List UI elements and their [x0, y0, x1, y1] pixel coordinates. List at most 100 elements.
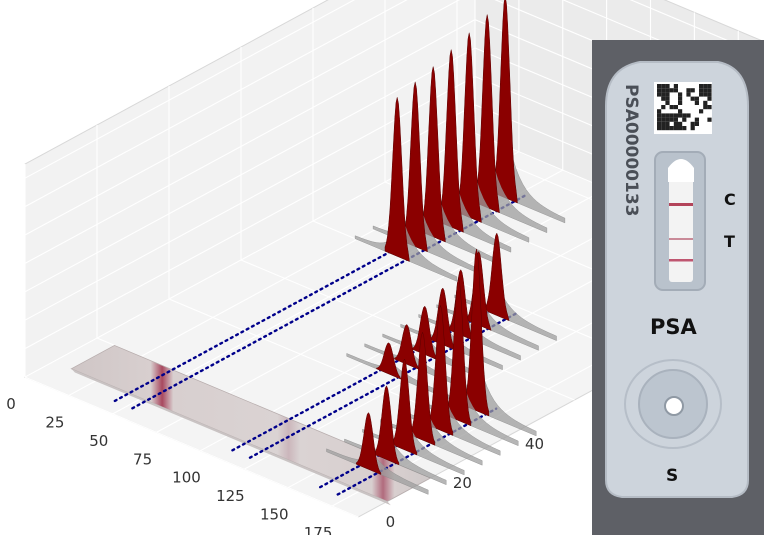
strip-end: [668, 159, 694, 182]
wall-grid-z: [24, 0, 461, 236]
peak-c: [492, 0, 518, 204]
wall-grid-z: [24, 0, 356, 179]
qr-module: [690, 121, 695, 126]
wall-grid-z: [24, 47, 476, 293]
test-line-2: [669, 259, 693, 262]
result-window-strip: [669, 178, 693, 282]
qr-module: [673, 126, 678, 131]
qr-module: [669, 88, 674, 93]
qr-module: [657, 92, 662, 97]
qr-module: [707, 105, 712, 110]
sample-well-rim: [624, 359, 722, 449]
x-tick-label: 75: [133, 450, 152, 468]
qr-module: [694, 121, 699, 126]
x-tick-labels: 0 25 50 75 100 125 150 175: [6, 395, 332, 535]
peak-t2: [410, 331, 436, 446]
qr-module: [678, 109, 683, 114]
qr-module: [661, 96, 666, 101]
peak-t2: [356, 412, 382, 475]
x-tick-label: 50: [89, 432, 108, 450]
qr-module: [678, 113, 683, 118]
qr-module: [703, 92, 708, 97]
qr-module: [673, 88, 678, 93]
peak-t2: [428, 304, 454, 436]
qr-module: [678, 96, 683, 101]
qr-module: [669, 105, 674, 110]
qr-module: [665, 121, 670, 126]
floor-grid-x: [156, 188, 607, 433]
strip-edge: [71, 368, 391, 506]
qr-module: [657, 126, 662, 131]
qr-module: [703, 105, 708, 110]
qr-module: [657, 113, 662, 118]
qr-module: [707, 92, 712, 97]
wall-grid-z: [24, 19, 476, 264]
qr-module: [682, 117, 687, 122]
qr-module: [661, 105, 666, 110]
x-tick-label: 125: [216, 487, 245, 505]
x-tick-label: 175: [304, 524, 333, 535]
qr-module: [657, 117, 662, 122]
qr-module: [673, 121, 678, 126]
qr-module: [699, 92, 704, 97]
cassette-name: PSA: [650, 315, 698, 339]
peak-t1: [484, 232, 510, 322]
peak-c: [384, 97, 410, 262]
peak-c: [438, 49, 464, 233]
qr-module: [690, 88, 695, 93]
qr-module: [657, 109, 662, 114]
qr-module: [678, 126, 683, 131]
qr-module: [682, 126, 687, 131]
qr-module: [673, 117, 678, 122]
qr-module: [665, 126, 670, 131]
qr-module: [703, 84, 708, 89]
qr-module: [682, 113, 687, 118]
sample-label: S: [666, 466, 678, 486]
peak-t2: [374, 385, 400, 466]
floor-grid-y: [24, 376, 359, 518]
qr-module: [665, 117, 670, 122]
qr-module: [657, 84, 662, 89]
qr-module: [673, 84, 678, 89]
qr-module: [657, 121, 662, 126]
qr-module: [661, 117, 666, 122]
peak-t1: [412, 305, 438, 361]
qr-module: [669, 126, 674, 131]
y-tick-label: 20: [453, 474, 472, 492]
qr-module: [707, 117, 712, 122]
x-tick-label: 25: [45, 413, 64, 431]
qr-module: [703, 88, 708, 93]
qr-module: [703, 100, 708, 105]
qr-module: [699, 88, 704, 93]
intensity-peaks: [326, 0, 566, 495]
qr-module: [707, 84, 712, 89]
qr-module: [690, 96, 695, 101]
qr-module: [686, 88, 691, 93]
qr-module: [665, 113, 670, 118]
wall-grid-z: [24, 0, 408, 208]
qr-module: [665, 88, 670, 93]
qr-module: [665, 100, 670, 105]
qr-module: [669, 117, 674, 122]
peak-t2: [464, 248, 490, 417]
qr-module: [665, 96, 670, 101]
qr-module: [699, 109, 704, 114]
qr-module: [686, 92, 691, 97]
control-label: C: [724, 190, 736, 209]
y-tick-label: 40: [525, 435, 544, 453]
cassette-serial: PSA00000133: [621, 84, 641, 217]
sample-hole: [664, 396, 684, 416]
qr-module: [707, 88, 712, 93]
peak-c: [456, 32, 482, 223]
x-tick-label: 150: [260, 506, 289, 524]
psa-cassette-photo: PSA00000133 C T PSA S: [592, 40, 764, 535]
qr-module: [657, 88, 662, 93]
wall-grid-z: [24, 75, 476, 321]
x-tick-label: 0: [6, 395, 16, 413]
peak-t1: [376, 342, 402, 380]
qr-module: [665, 92, 670, 97]
qr-module: [661, 92, 666, 97]
peak-c: [474, 14, 500, 214]
